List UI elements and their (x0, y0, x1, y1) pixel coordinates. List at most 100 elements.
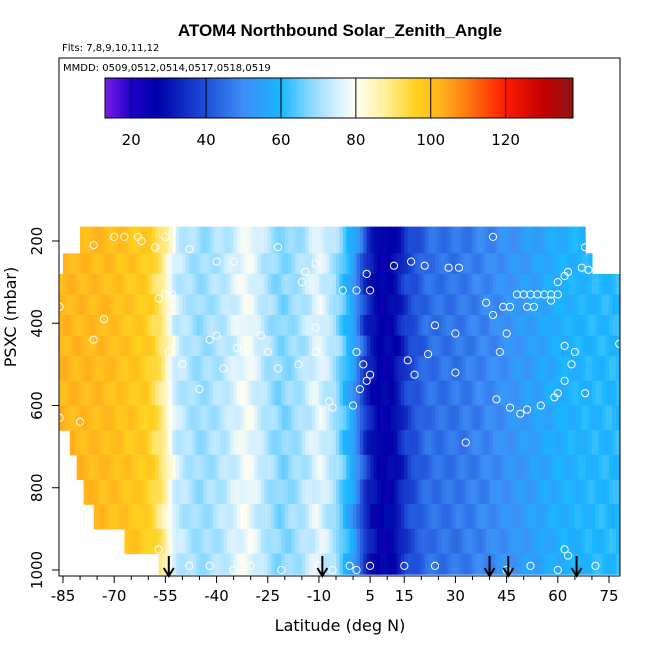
heatmap-cell (226, 226, 231, 254)
heatmap-cell (339, 479, 344, 505)
heatmap-cell (144, 356, 149, 382)
heatmap-cell (206, 356, 211, 382)
heatmap-cell (564, 253, 569, 275)
heatmap-cell (400, 356, 405, 382)
heatmap-cell (414, 553, 419, 575)
heatmap-cell (172, 479, 177, 505)
heatmap-cell (469, 356, 474, 382)
heatmap-cell (469, 226, 474, 254)
heatmap-cell (349, 528, 354, 555)
heatmap-cell (247, 405, 252, 431)
heatmap-cell (557, 294, 562, 316)
heatmap-cell (110, 405, 115, 431)
heatmap-cell (209, 504, 214, 530)
heatmap-cell (73, 253, 78, 275)
heatmap-cell (216, 294, 221, 316)
heatmap-cell (414, 454, 419, 481)
heatmap-cell (540, 528, 545, 555)
heatmap-cell (469, 528, 474, 555)
heatmap-cell (496, 479, 501, 505)
heatmap-cell (339, 335, 344, 357)
heatmap-cell (233, 253, 238, 275)
heatmap-cell (158, 504, 163, 530)
heatmap-cell (530, 253, 535, 275)
heatmap-cell (127, 479, 132, 505)
heatmap-cell (503, 273, 508, 296)
heatmap-cell (394, 335, 399, 357)
heatmap-cell (240, 454, 245, 481)
heatmap-cell (530, 430, 535, 456)
heatmap-cell (609, 380, 614, 407)
heatmap-cell (581, 528, 586, 555)
heatmap-cell (557, 356, 562, 382)
heatmap-cell (578, 430, 583, 456)
heatmap-cell (318, 479, 323, 505)
heatmap-cell (455, 380, 460, 407)
heatmap-cell (492, 356, 497, 382)
colorbar-tick-label: 80 (346, 131, 365, 149)
heatmap-cell (356, 454, 361, 481)
heatmap-cell (353, 479, 358, 505)
heatmap-cell (417, 430, 422, 456)
profile-band (59, 335, 620, 357)
heatmap-cell (284, 504, 289, 530)
heatmap-cell (329, 479, 334, 505)
heatmap-cell (117, 253, 122, 275)
heatmap-cell (434, 335, 439, 357)
x-tick-label: 75 (599, 587, 618, 605)
heatmap-cell (475, 273, 480, 296)
heatmap-cell (513, 335, 518, 357)
heatmap-cell (182, 356, 187, 382)
heatmap-cell (574, 454, 579, 481)
observation-point (492, 395, 501, 404)
heatmap-cell (376, 335, 381, 357)
heatmap-cell (503, 504, 508, 530)
heatmap-cell (550, 226, 555, 254)
heatmap-cell (585, 528, 590, 555)
heatmap-cell (93, 430, 98, 456)
heatmap-cell (564, 273, 569, 296)
heatmap-cell (428, 335, 433, 357)
heatmap-cell (216, 356, 221, 382)
heatmap-cell (114, 294, 119, 316)
heatmap-cell (452, 253, 457, 275)
heatmap-cell (482, 226, 487, 254)
heatmap-cell (455, 315, 460, 337)
heatmap-cell (363, 273, 368, 296)
heatmap-cell (438, 405, 443, 431)
heatmap-cell (561, 315, 566, 337)
heatmap-cell (479, 479, 484, 505)
heatmap-cell (547, 405, 552, 431)
heatmap-cell (434, 380, 439, 407)
heatmap-cell (138, 479, 143, 505)
heatmap-cell (329, 528, 334, 555)
heatmap-cell (247, 528, 252, 555)
heatmap-cell (199, 454, 204, 481)
heatmap-cell (93, 315, 98, 337)
heatmap-cell (441, 553, 446, 575)
heatmap-cell (585, 454, 590, 481)
heatmap-cell (479, 273, 484, 296)
heatmap-cell (219, 226, 224, 254)
heatmap-cell (564, 294, 569, 316)
heatmap-cell (250, 380, 255, 407)
heatmap-cell (230, 454, 235, 481)
colorbar-tick-label: 100 (416, 131, 445, 149)
heatmap-cell (257, 273, 262, 296)
heatmap-cell (213, 504, 218, 530)
heatmap-cell (213, 528, 218, 555)
heatmap-cell (533, 356, 538, 382)
heatmap-cell (127, 380, 132, 407)
heatmap-cell (315, 528, 320, 555)
heatmap-cell (452, 226, 457, 254)
heatmap-cell (380, 253, 385, 275)
heatmap-cell (479, 226, 484, 254)
heatmap-cell (424, 253, 429, 275)
heatmap-cell (332, 273, 337, 296)
heatmap-cell (561, 553, 566, 575)
heatmap-cell (301, 356, 306, 382)
heatmap-cell (138, 405, 143, 431)
heatmap-cell (281, 226, 286, 254)
heatmap-cell (537, 479, 542, 505)
heatmap-cell (158, 405, 163, 431)
